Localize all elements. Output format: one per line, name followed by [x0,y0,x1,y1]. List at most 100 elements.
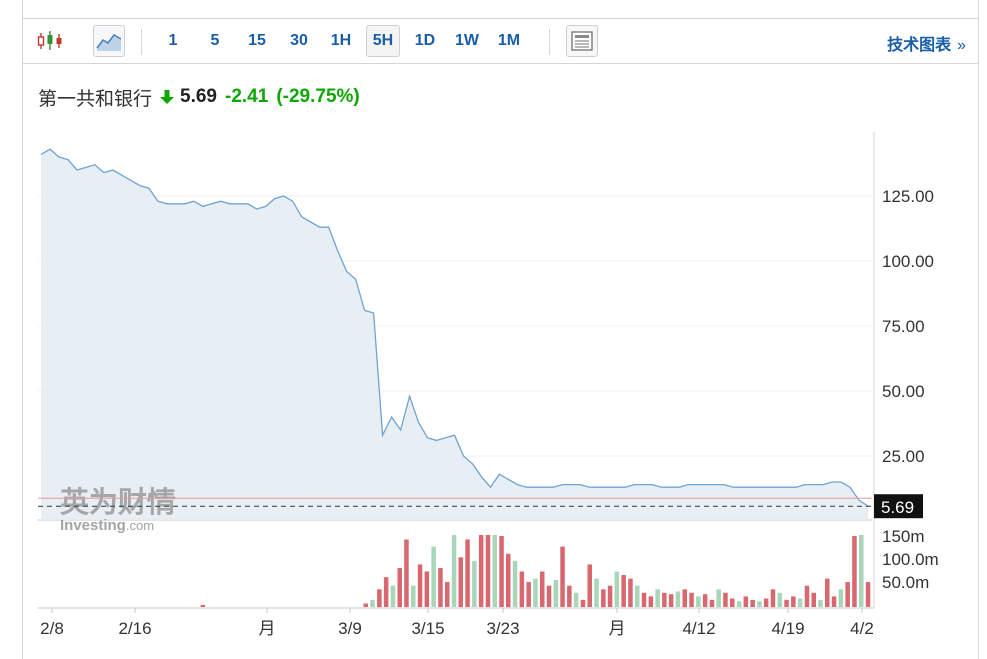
down-arrow-icon [160,90,175,104]
volume-bar [648,596,654,607]
volume-bar [445,582,450,607]
volume-bar [431,546,436,607]
volume-bar [716,589,721,608]
volume-bar [540,571,545,607]
interval-1w-button[interactable]: 1W [450,25,484,57]
chart-frame [22,0,979,659]
volume-bar [567,585,572,607]
interval-1m-button[interactable]: 1M [492,25,526,57]
watermark-en-main: Investing [60,517,126,534]
volume-bar [580,599,586,607]
interval-1h-button[interactable]: 1H [325,25,357,57]
interval-15-button[interactable]: 15 [241,25,273,57]
table-view-icon[interactable] [566,25,598,57]
volume-bar [811,592,816,607]
volume-bars [200,535,871,608]
volume-bar [546,585,552,607]
volume-bar [838,589,844,608]
volume-bar [675,591,681,607]
volume-bar [499,536,504,607]
volume-bar [682,589,687,608]
interval-5-button[interactable]: 5 [201,25,229,57]
price-line [40,148,869,507]
interval-1d-button[interactable]: 1D [409,25,441,57]
price-axis: 125.00 100.00 75.00 50.00 25.00 [882,187,934,466]
last-price-badge-bg [874,494,923,519]
instrument-name: 第一共和银行 [38,87,153,110]
technical-chart-link[interactable]: 技术图表 » [887,31,966,55]
volume-bar [804,585,810,607]
volume-bar [472,560,477,607]
volume-bar [506,553,511,608]
interval-label: 1 [168,32,178,49]
volume-bar [784,599,789,607]
price-area [41,149,868,520]
volume-bar [845,582,850,607]
candlestick-icon[interactable] [33,25,67,57]
interval-label: 1D [414,32,436,49]
interval-label: 1M [497,32,521,49]
volume-bar [655,589,660,608]
volume-bar [763,598,769,607]
volume-bar [397,568,402,607]
volume-bar [736,601,742,607]
price-change: -2.41 [225,86,269,107]
time-tick-label: 3/9 [338,619,362,638]
volume-bar [553,580,559,607]
volume-bar [512,560,518,607]
volume-axis: 150m 100.0m 50.0m [882,527,939,592]
price-tick-label: 75.00 [882,317,925,336]
interval-label: 5 [210,32,220,49]
volume-bar [621,575,626,607]
area-chart-icon[interactable] [93,25,125,57]
watermark-cn: 英为财情 [60,486,176,519]
volume-bar [587,564,592,607]
volume-bar [668,594,674,607]
volume-bar [478,535,484,607]
volume-bar [831,596,837,607]
volume-bar [750,599,755,607]
volume-bar [594,578,599,607]
volume-bar [852,536,857,607]
volume-bar [200,604,206,607]
volume-bar [859,535,864,607]
volume-bar [791,596,796,607]
interval-label: 1W [455,32,479,49]
volume-bar [635,585,640,607]
volume-bar [696,596,701,607]
interval-30-button[interactable]: 30 [283,25,315,57]
price-change-percent: (-29.75%) [276,86,360,107]
interval-label: 15 [248,32,266,49]
volume-bar [628,578,633,607]
volume-bar [818,599,823,607]
interval-label: 5H [372,32,394,49]
time-tick-label: 月 [259,619,276,638]
watermark-logo: 英为财情 Investing.com [60,486,176,534]
volume-bar [383,577,389,607]
last-price: 5.69 [180,86,217,107]
toolbar-divider [549,29,550,55]
time-tick-label: 2/8 [40,619,64,638]
time-axis: 2/8 2/16 月 3/9 3/15 3/23 月 4/12 4/19 4/2 [40,608,874,638]
interval-5h-button[interactable]: 5H [366,25,400,57]
time-tick-label: 4/12 [682,619,715,638]
volume-bar [390,585,396,607]
volume-bar [743,596,749,607]
volume-bar [614,571,620,607]
volume-bar [458,557,463,607]
volume-bar [607,585,613,607]
volume-bar [424,571,430,607]
volume-bar [438,568,443,607]
volume-bar [465,539,470,607]
chart-toolbar: 1 5 15 30 1H 5H 1D 1W 1M 技术图表 » [22,18,979,64]
volume-bar [730,598,735,607]
volume-bar [709,599,715,607]
volume-bar [601,589,606,608]
volume-bar [757,601,762,607]
interval-1-button[interactable]: 1 [159,25,187,57]
volume-bar [825,578,830,607]
volume-tick-label: 50.0m [882,573,929,592]
time-tick-label: 月 [609,619,626,638]
volume-bar [689,592,694,607]
